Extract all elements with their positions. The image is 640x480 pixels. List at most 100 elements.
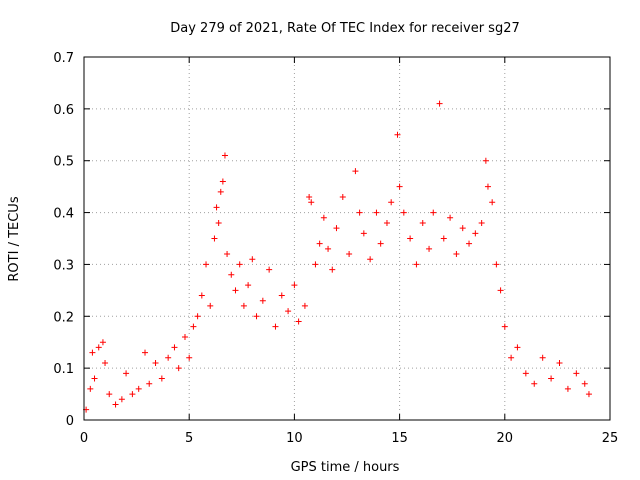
data-point	[285, 308, 292, 315]
data-point	[329, 266, 336, 273]
y-tick-label: 0.3	[53, 258, 74, 273]
y-tick-label: 0	[66, 414, 74, 429]
data-point	[360, 230, 367, 237]
data-point	[508, 354, 515, 361]
data-point	[224, 251, 231, 258]
data-point	[497, 287, 504, 294]
data-point	[259, 297, 266, 304]
data-point	[472, 230, 479, 237]
data-point	[466, 240, 473, 247]
x-axis-label: GPS time / hours	[291, 460, 400, 475]
data-point	[87, 385, 94, 392]
data-point	[413, 261, 420, 268]
data-point	[564, 385, 571, 392]
data-point	[585, 391, 592, 398]
data-point	[165, 354, 172, 361]
data-point	[215, 219, 222, 226]
data-point	[158, 375, 165, 382]
data-point	[581, 380, 588, 387]
data-point	[459, 225, 466, 232]
data-point	[295, 318, 302, 325]
data-point	[339, 194, 346, 201]
data-point	[394, 131, 401, 138]
data-point	[190, 323, 197, 330]
data-point	[436, 100, 443, 107]
data-point	[426, 245, 433, 252]
plot-frame	[83, 56, 611, 421]
data-point	[396, 183, 403, 190]
data-point	[352, 168, 359, 175]
data-point	[278, 292, 285, 299]
data-point	[112, 401, 119, 408]
data-point	[501, 323, 508, 330]
data-point	[171, 344, 178, 351]
data-point	[482, 157, 489, 164]
y-axis-label: ROTI / TECUs	[7, 196, 22, 281]
data-point	[407, 235, 414, 242]
data-point	[447, 214, 454, 221]
data-point	[129, 391, 136, 398]
data-point	[522, 370, 529, 377]
y-tick-label: 0.5	[53, 155, 74, 170]
data-point	[236, 261, 243, 268]
data-point	[135, 385, 142, 392]
grid-lines	[84, 57, 610, 420]
data-point	[308, 199, 315, 206]
data-point	[106, 391, 113, 398]
data-point	[181, 334, 188, 341]
chart-title: Day 279 of 2021, Rate Of TEC Index for r…	[170, 21, 519, 36]
data-point	[556, 359, 563, 366]
data-point	[400, 209, 407, 216]
data-point	[89, 349, 96, 356]
data-point	[346, 251, 353, 258]
data-point	[430, 209, 437, 216]
y-tick-label: 0.7	[53, 51, 74, 66]
data-points	[83, 100, 592, 413]
data-point	[306, 194, 313, 201]
data-point	[333, 225, 340, 232]
data-point	[440, 235, 447, 242]
data-point	[531, 380, 538, 387]
x-tick-label: 0	[80, 431, 88, 446]
data-point	[99, 339, 106, 346]
data-point	[291, 282, 298, 289]
x-tick-label: 10	[286, 431, 303, 446]
data-point	[383, 219, 390, 226]
data-point	[548, 375, 555, 382]
data-point	[272, 323, 279, 330]
data-point	[123, 370, 130, 377]
data-point	[493, 261, 500, 268]
y-tick-label: 0.2	[53, 310, 74, 325]
data-point	[203, 261, 210, 268]
data-point	[194, 313, 201, 320]
data-point	[388, 199, 395, 206]
data-point	[217, 188, 224, 195]
data-point	[312, 261, 319, 268]
data-point	[253, 313, 260, 320]
data-point	[373, 209, 380, 216]
data-point	[152, 359, 159, 366]
axis-ticks: 0 5 10 15 20 25 0 0.1 0.2 0.3 0.4 0.5 0.6 0.7	[53, 51, 618, 446]
data-point	[316, 240, 323, 247]
data-point	[228, 271, 235, 278]
y-tick-label: 0.4	[53, 207, 74, 222]
data-point	[91, 375, 98, 382]
data-point	[266, 266, 273, 273]
data-point	[484, 183, 491, 190]
x-tick-label: 20	[497, 431, 514, 446]
x-tick-label: 15	[391, 431, 408, 446]
data-point	[478, 219, 485, 226]
x-tick-label: 5	[185, 431, 193, 446]
y-tick-label: 0.1	[53, 362, 74, 377]
data-point	[142, 349, 149, 356]
data-point	[95, 344, 102, 351]
data-point	[211, 235, 218, 242]
data-point	[219, 178, 226, 185]
data-point	[245, 282, 252, 289]
data-point	[146, 380, 153, 387]
data-point	[102, 359, 109, 366]
data-point	[377, 240, 384, 247]
data-point	[232, 287, 239, 294]
data-point	[240, 302, 247, 309]
y-tick-label: 0.6	[53, 103, 74, 118]
